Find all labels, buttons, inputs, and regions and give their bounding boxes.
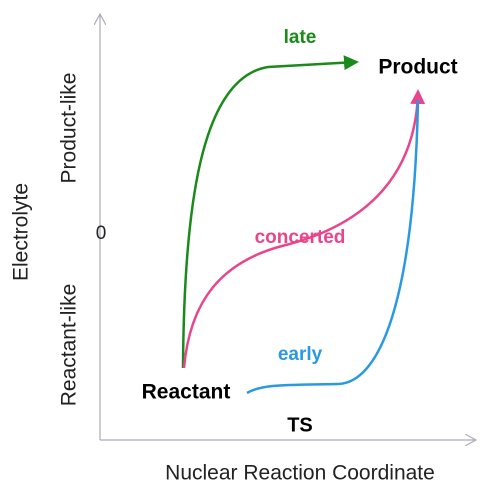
concerted-path bbox=[182, 89, 426, 369]
y-bottom-label: Reactant-like bbox=[58, 284, 81, 407]
product-label: Product bbox=[378, 56, 457, 79]
late-label: late bbox=[284, 27, 317, 48]
reactant-label: Reactant bbox=[142, 381, 231, 404]
y-zero-label: 0 bbox=[96, 223, 107, 244]
late-path bbox=[181, 55, 359, 369]
concerted-label: concerted bbox=[255, 227, 346, 248]
y-top-label: Product-like bbox=[58, 73, 81, 184]
early-label: early bbox=[278, 344, 323, 365]
y-axis-label: Electrolyte bbox=[10, 183, 33, 281]
early-path bbox=[246, 99, 420, 395]
x-axis-label: Nuclear Reaction Coordinate bbox=[165, 462, 435, 485]
ts-label: TS bbox=[287, 414, 313, 436]
